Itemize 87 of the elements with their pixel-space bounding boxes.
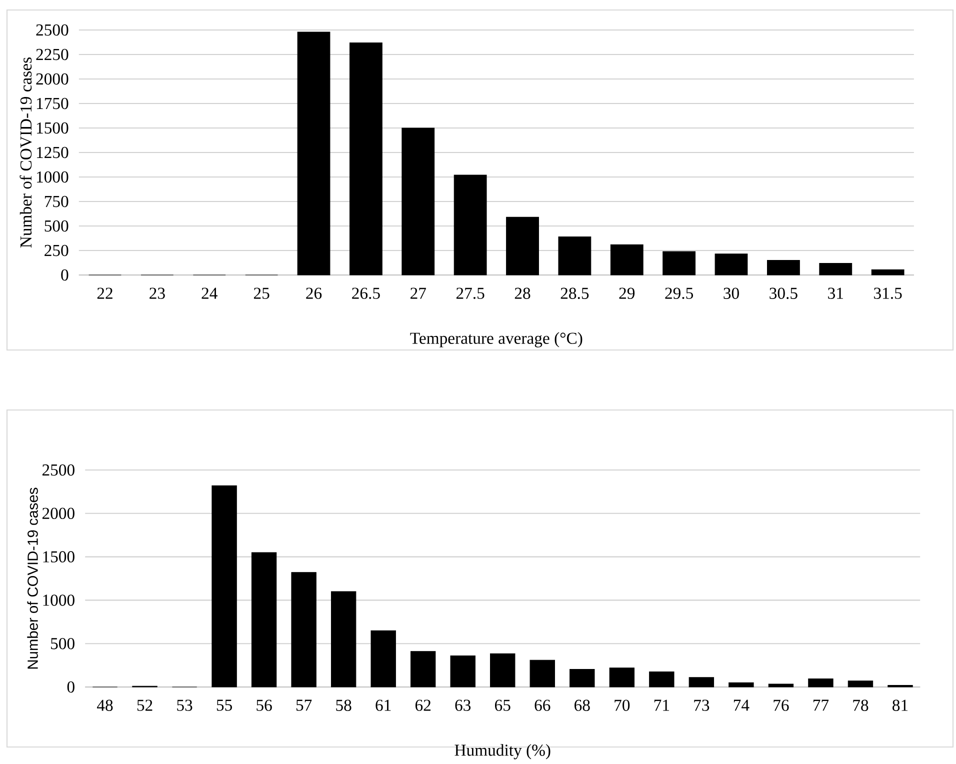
x-tick-label: 78 <box>853 700 868 712</box>
x-tick-label: 53 <box>177 700 192 712</box>
y-tick-label: 1000 <box>43 594 74 606</box>
bar <box>848 680 874 688</box>
x-tick-label: 56 <box>256 700 272 712</box>
x-axis-title: Humudity (%) <box>454 744 550 760</box>
x-tick-label: 55 <box>216 700 232 711</box>
x-tick-label: 26.5 <box>352 288 380 300</box>
bar <box>570 669 595 688</box>
bar <box>251 552 277 688</box>
bar <box>767 260 800 276</box>
y-tick-label: 2000 <box>36 74 68 85</box>
x-tick-label: 28 <box>514 288 530 300</box>
bar <box>490 653 516 688</box>
bar <box>808 678 834 688</box>
y-axis-title: Number of COVID-19 cases <box>20 58 32 248</box>
bar <box>662 251 696 276</box>
y-tick-label: 1250 <box>36 147 68 158</box>
bar <box>768 684 794 688</box>
x-tick-label: 71 <box>654 700 670 711</box>
bar <box>297 32 330 276</box>
x-tick-label: 57 <box>296 700 312 711</box>
bar <box>370 630 396 688</box>
y-tick-label: 2500 <box>36 24 68 36</box>
bar <box>506 217 539 276</box>
x-tick-label: 65 <box>495 700 510 712</box>
y-tick-label: 0 <box>67 682 74 693</box>
y-tick-label: 0 <box>61 270 68 281</box>
x-tick-label: 23 <box>150 288 165 300</box>
bar <box>410 651 436 688</box>
bar <box>714 254 748 276</box>
y-tick-label: 1500 <box>43 551 74 563</box>
bar <box>450 656 476 688</box>
bar <box>212 485 237 688</box>
x-tick-label: 66 <box>534 700 550 712</box>
x-tick-label: 73 <box>694 700 710 712</box>
x-tick-label: 68 <box>574 700 590 712</box>
x-tick-label: 77 <box>813 700 829 711</box>
x-tick-label: 27 <box>410 288 426 299</box>
x-tick-label: 31.5 <box>874 288 902 300</box>
y-tick-label: 500 <box>51 638 74 650</box>
y-tick-label: 2000 <box>42 508 74 520</box>
y-tick-label: 250 <box>44 245 68 256</box>
y-tick-label: 1750 <box>36 98 68 110</box>
x-tick-label: 30 <box>724 288 739 300</box>
bar <box>610 244 644 276</box>
x-tick-label: 22 <box>97 288 112 299</box>
x-tick-label: 25 <box>254 288 270 300</box>
bar <box>454 174 487 276</box>
y-tick-label: 1000 <box>36 172 68 183</box>
bar <box>609 668 635 688</box>
x-tick-label: 58 <box>336 700 352 712</box>
y-tick-label: 1500 <box>36 122 68 134</box>
x-tick-label: 26 <box>306 288 322 300</box>
y-tick-label: 2250 <box>36 49 68 60</box>
bar <box>871 269 904 276</box>
y-tick-label: 750 <box>44 196 68 208</box>
x-tick-label: 29 <box>619 288 635 300</box>
x-tick-label: 74 <box>734 700 750 711</box>
x-tick-label: 61 <box>376 700 391 712</box>
x-tick-label: 28.5 <box>560 288 589 300</box>
y-axis-title: Number of COVID-19 cases <box>27 488 38 669</box>
x-tick-label: 52 <box>137 700 152 712</box>
bar <box>291 572 316 688</box>
bar <box>530 660 555 688</box>
x-tick-label: 62 <box>415 700 431 712</box>
x-tick-label: 24 <box>202 288 218 299</box>
bar <box>819 263 852 276</box>
x-tick-label: 29.5 <box>665 288 693 300</box>
y-tick-label: 500 <box>44 220 68 232</box>
x-tick-label: 27.5 <box>456 288 484 300</box>
x-tick-label: 48 <box>97 700 113 712</box>
x-axis-title: Temperature average (°C) <box>410 332 582 348</box>
y-tick-label: 2500 <box>42 464 74 476</box>
bar <box>558 236 592 276</box>
x-tick-label: 30.5 <box>770 288 798 300</box>
x-tick-label: 81 <box>892 700 908 712</box>
x-tick-label: 76 <box>774 700 789 712</box>
bar <box>649 672 674 688</box>
x-tick-label: 70 <box>614 700 630 712</box>
bar <box>349 42 382 276</box>
bar <box>688 677 714 688</box>
bar <box>402 128 435 276</box>
bar <box>728 682 754 688</box>
x-tick-label: 63 <box>455 700 471 712</box>
x-tick-label: 31 <box>828 288 843 300</box>
bar <box>330 591 356 688</box>
